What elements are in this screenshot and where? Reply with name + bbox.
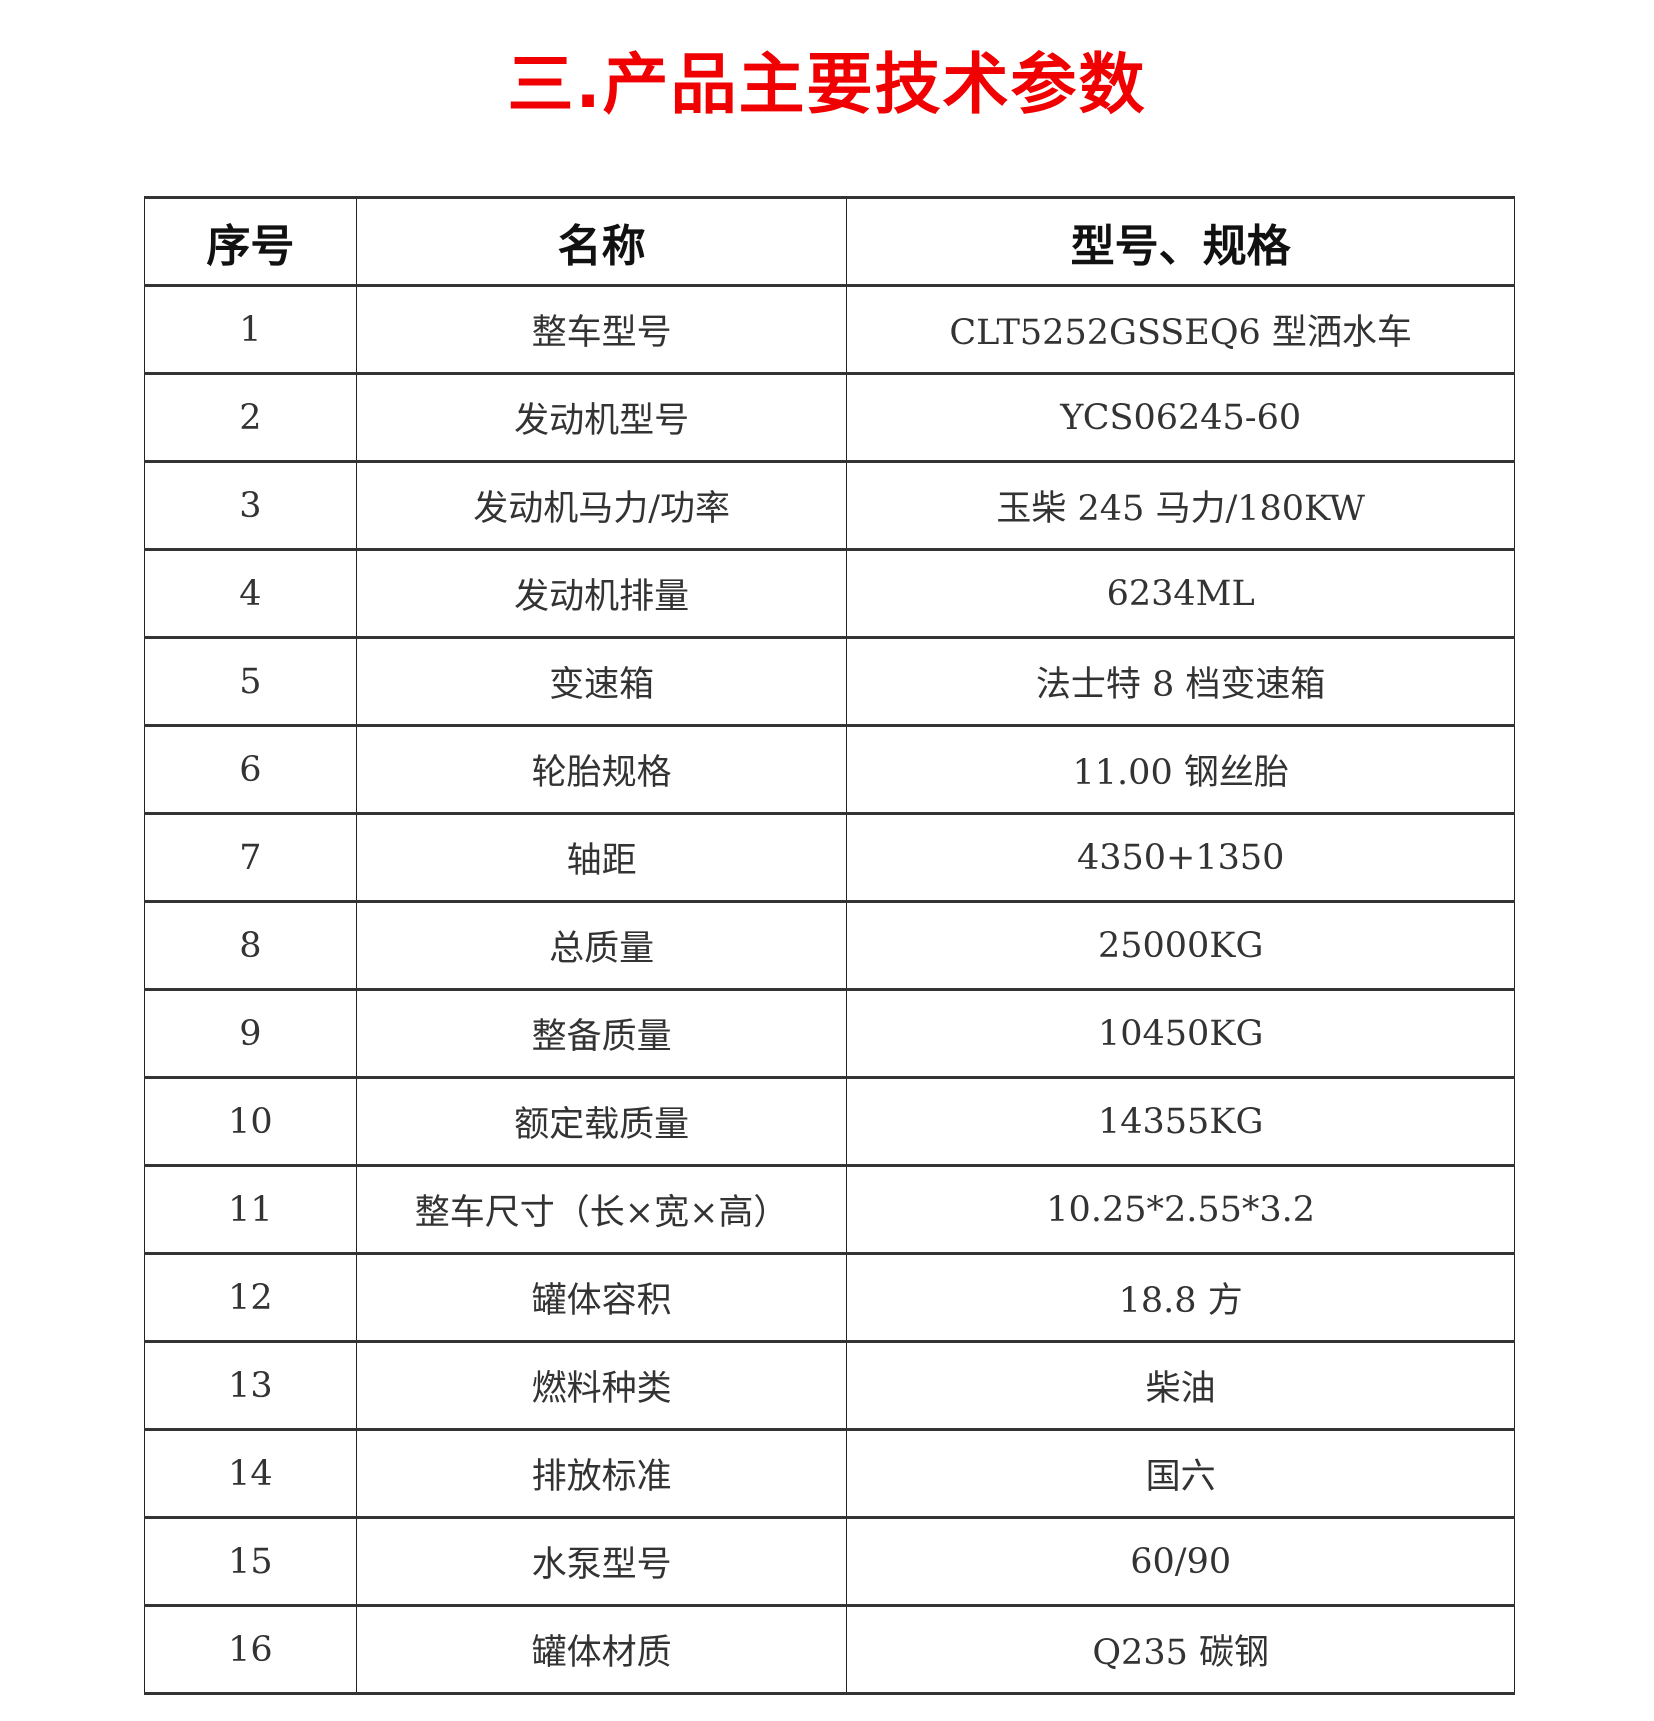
- cell-index: 6: [144, 725, 357, 814]
- table-header-row: 序号 名称 型号、规格: [144, 197, 1515, 286]
- cell-index: 9: [144, 989, 357, 1078]
- cell-spec: 法士特 8 档变速箱: [846, 637, 1515, 726]
- cell-spec: 11.00 钢丝胎: [846, 725, 1515, 814]
- cell-name: 罐体材质: [355, 1605, 848, 1694]
- table-row: 3 发动机马力/功率 玉柴 245 马力/180KW: [144, 461, 1515, 550]
- table-row: 6 轮胎规格 11.00 钢丝胎: [144, 725, 1515, 814]
- cell-name: 发动机型号: [355, 373, 848, 462]
- cell-spec: 玉柴 245 马力/180KW: [846, 461, 1515, 550]
- cell-name: 罐体容积: [355, 1253, 848, 1342]
- cell-index: 3: [144, 461, 357, 550]
- cell-name: 燃料种类: [355, 1341, 848, 1430]
- table-row: 15 水泵型号 60/90: [144, 1517, 1515, 1606]
- cell-name: 发动机马力/功率: [355, 461, 848, 550]
- cell-spec: Q235 碳钢: [846, 1605, 1515, 1694]
- table-row: 8 总质量 25000KG: [144, 901, 1515, 990]
- cell-index: 1: [144, 285, 357, 374]
- cell-name: 轴距: [355, 813, 848, 902]
- cell-name: 轮胎规格: [355, 725, 848, 814]
- cell-name: 排放标准: [355, 1429, 848, 1518]
- cell-index: 8: [144, 901, 357, 990]
- cell-spec: 6234ML: [846, 549, 1515, 638]
- cell-index: 11: [144, 1165, 357, 1254]
- header-index: 序号: [144, 197, 357, 286]
- table-row: 9 整备质量 10450KG: [144, 989, 1515, 1078]
- cell-spec: 60/90: [846, 1517, 1515, 1606]
- table-row: 12 罐体容积 18.8 方: [144, 1253, 1515, 1342]
- cell-index: 10: [144, 1077, 357, 1166]
- cell-index: 14: [144, 1429, 357, 1518]
- cell-spec: 14355KG: [846, 1077, 1515, 1166]
- table-row: 7 轴距 4350+1350: [144, 813, 1515, 902]
- cell-name: 总质量: [355, 901, 848, 990]
- cell-name: 变速箱: [355, 637, 848, 726]
- cell-name: 整备质量: [355, 989, 848, 1078]
- cell-spec: 10.25*2.55*3.2: [846, 1165, 1515, 1254]
- cell-name: 额定载质量: [355, 1077, 848, 1166]
- table-row: 4 发动机排量 6234ML: [144, 549, 1515, 638]
- cell-spec: 国六: [846, 1429, 1515, 1518]
- cell-index: 4: [144, 549, 357, 638]
- cell-spec: 25000KG: [846, 901, 1515, 990]
- cell-index: 5: [144, 637, 357, 726]
- cell-name: 整车型号: [355, 285, 848, 374]
- cell-name: 整车尺寸（长×宽×高）: [355, 1165, 848, 1254]
- cell-spec: 10450KG: [846, 989, 1515, 1078]
- cell-index: 16: [144, 1605, 357, 1694]
- cell-spec: YCS06245-60: [846, 373, 1515, 462]
- cell-spec: 4350+1350: [846, 813, 1515, 902]
- table-row: 14 排放标准 国六: [144, 1429, 1515, 1518]
- table-row: 1 整车型号 CLT5252GSSEQ6 型洒水车: [144, 285, 1515, 374]
- table-row: 5 变速箱 法士特 8 档变速箱: [144, 637, 1515, 726]
- cell-spec: 柴油: [846, 1341, 1515, 1430]
- cell-spec: CLT5252GSSEQ6 型洒水车: [846, 285, 1515, 374]
- cell-index: 2: [144, 373, 357, 462]
- table-row: 11 整车尺寸（长×宽×高） 10.25*2.55*3.2: [144, 1165, 1515, 1254]
- cell-index: 12: [144, 1253, 357, 1342]
- table-row: 2 发动机型号 YCS06245-60: [144, 373, 1515, 462]
- spec-table: 序号 名称 型号、规格 1 整车型号 CLT5252GSSEQ6 型洒水车 2 发动机型…: [144, 196, 1515, 1695]
- table-row: 13 燃料种类 柴油: [144, 1341, 1515, 1430]
- cell-index: 13: [144, 1341, 357, 1430]
- table-row: 16 罐体材质 Q235 碳钢: [144, 1605, 1515, 1694]
- cell-name: 发动机排量: [355, 549, 848, 638]
- cell-name: 水泵型号: [355, 1517, 848, 1606]
- header-spec: 型号、规格: [846, 197, 1515, 286]
- header-name: 名称: [355, 197, 848, 286]
- page-title: 三.产品主要技术参数: [507, 46, 1147, 123]
- cell-spec: 18.8 方: [846, 1253, 1515, 1342]
- table-row: 10 额定载质量 14355KG: [144, 1077, 1515, 1166]
- cell-index: 7: [144, 813, 357, 902]
- cell-index: 15: [144, 1517, 357, 1606]
